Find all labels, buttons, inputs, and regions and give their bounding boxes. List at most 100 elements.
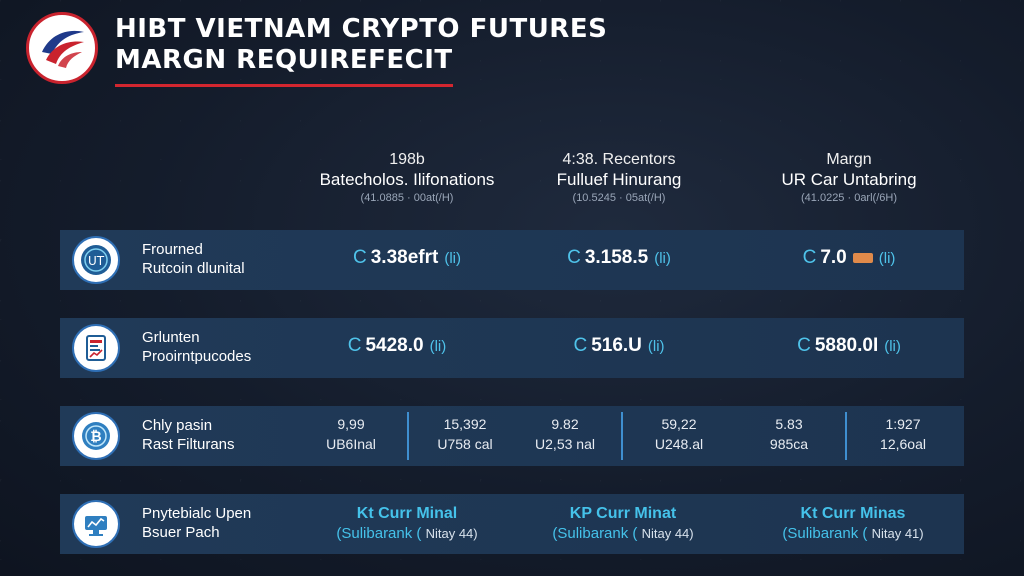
value-title: KP Curr Minat [569,505,677,522]
value-amount: 516.U [591,335,642,356]
row-label-line1: Grlunten [142,329,200,346]
split-bottom: UB6Inal [326,436,376,452]
row-label-line1: Frourned [142,241,203,258]
row-label-line2: Prooirntpucodes [142,348,252,365]
table-row: Grlunten Prooirntpucodes C 5428.0 (li) C 51… [60,318,964,378]
value-cell: C 5880.0I (li) [734,335,964,357]
column-header-line1: 4:38. Recentors [562,151,676,168]
row-label: Grlunten Prooirntpucodes [142,328,251,366]
value-unit: (li) [878,250,896,267]
table-row: ₿ Chly pasin Rast Filturans 9,99 UB6Inal… [60,406,964,466]
row-label-line2: Rast Filturans [142,436,235,453]
column-header-line2: Batecholos. Ilifonations [319,170,495,189]
split-top: 9.82 [551,416,579,432]
table-row: UT Frourned Rutcoin dlunital C 3.38efrt (l… [60,230,964,290]
value-prefix: C [567,247,581,268]
value-prefix: C [347,335,362,356]
split-top: 9,99 [337,416,365,432]
value-cell: C 516.U (li) [504,335,734,357]
value-cell: Kt Curr Minas (Sulibarank ( Nitay 41) [738,504,968,544]
column-header-line1: 198b [389,151,425,168]
brand-logo [26,12,98,84]
value-cell: C 5428.0 (li) [282,335,512,357]
value-subtitle-a: (Sulibarank ( [552,525,638,542]
column-divider [621,412,623,460]
value-cell: C 7.0 (li) [734,247,964,269]
split-left: 5.83 985ca [744,414,834,454]
value-amount: 3.158.5 [584,247,649,268]
value-unit: (li) [884,338,901,355]
value-amount: 5880.0I [814,335,879,356]
column-header-1: 198b Batecholos. Ilifonations (41.0885 ·… [292,150,522,206]
value-cell: C 3.38efrt (li) [292,247,522,269]
value-subtitle: (Sulibarank ( Nitay 41) [738,524,968,544]
table-row: Pnytebialc Upen Bsuer Pach Kt Curr Minal… [60,494,964,554]
value-subtitle: (Sulibarank ( Nitay 44) [508,524,738,544]
value-cell: KP Curr Minat (Sulibarank ( Nitay 44) [508,504,738,544]
value-title: Kt Curr Minal [356,505,458,522]
column-header-line1: Margn [826,151,872,168]
value-amount: 7.0 [820,247,847,268]
value-title: Kt Curr Minas [800,505,906,522]
column-header-line2: UR Car Untabring [781,170,917,189]
title-underline [115,84,453,87]
exchange-icon [72,500,120,548]
column-header-2: 4:38. Recentors Fulluef Hinurang (10.524… [504,150,734,206]
orange-chip-icon [852,252,873,263]
value-cell: C 3.158.5 (li) [504,247,734,269]
svg-text:₿: ₿ [90,429,101,445]
row-label-line2: Rutcoin dlunital [142,260,245,277]
row-label: Frourned Rutcoin dlunital [142,240,245,278]
split-left: 9.82 U2,53 nal [520,414,610,454]
page-title: HIBT VIETNAM CRYPTO FUTURES MARGN REQUIR… [115,14,607,76]
bitcoin-coin-icon: UT [72,236,120,284]
split-top: 15,392 [443,416,487,432]
split-value-cell: 5.83 985ca 1:927 12,6oal [730,412,960,460]
split-bottom: U758 cal [437,436,493,452]
split-value-cell: 9,99 UB6Inal 15,392 U758 cal [292,412,522,460]
value-prefix: C [802,247,817,268]
column-header-line3: (41.0225 · 0arl(/6H) [801,192,897,204]
row-label-line2: Bsuer Pach [142,524,220,541]
column-divider [845,412,847,460]
swoosh-logo-icon [42,30,84,68]
value-prefix: C [573,335,588,356]
value-unit: (li) [654,250,671,267]
svg-text:UT: UT [88,254,105,268]
split-right: 1:927 12,6oal [858,414,948,454]
title-line-1: HIBT VIETNAM CRYPTO FUTURES [115,14,608,44]
column-header-line3: (41.0885 · 00at(/H) [360,192,454,204]
value-subtitle: (Sulibarank ( Nitay 44) [292,524,522,544]
column-header-line2: Fulluef Hinurang [556,170,682,189]
value-subtitle-b: Nitay 44) [425,526,478,541]
split-right: 15,392 U758 cal [420,414,510,454]
value-unit: (li) [647,338,665,355]
row-label-line1: Chly pasin [142,417,213,434]
column-header-line3: (10.5245 · 05at(/H) [572,192,666,204]
split-top: 1:927 [885,416,921,432]
column-header-3: Margn UR Car Untabring (41.0225 · 0arl(/… [734,150,964,206]
value-prefix: C [797,335,811,356]
document-chart-icon [72,324,120,372]
value-amount: 5428.0 [365,335,424,356]
column-divider [407,412,409,460]
row-label: Pnytebialc Upen Bsuer Pach [142,504,251,542]
split-top: 5.83 [775,416,803,432]
split-left: 9,99 UB6Inal [306,414,396,454]
value-prefix: C [353,247,367,268]
value-subtitle-b: Nitay 41) [871,526,924,541]
split-bottom: U248.al [654,436,704,452]
split-bottom: 985ca [769,436,809,452]
value-cell: Kt Curr Minal (Sulibarank ( Nitay 44) [292,504,522,544]
split-value-cell: 9.82 U2,53 nal 59,22 U248.al [506,412,736,460]
bitcoin-icon: ₿ [72,412,120,460]
split-right: 59,22 U248.al [634,414,724,454]
row-label-line1: Pnytebialc Upen [142,505,252,522]
split-bottom: 12,6oal [880,436,926,452]
title-line-2: MARGN REQUIREFECIT [115,45,453,75]
value-amount: 3.38efrt [370,247,439,268]
value-unit: (li) [444,250,461,267]
row-label: Chly pasin Rast Filturans [142,416,235,454]
value-subtitle-a: (Sulibarank ( [782,525,868,542]
value-subtitle-b: Nitay 44) [641,526,694,541]
